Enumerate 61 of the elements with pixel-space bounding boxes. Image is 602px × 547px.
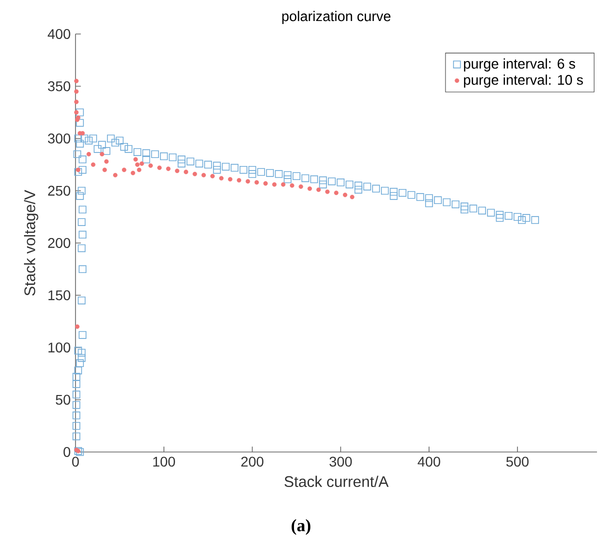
point	[254, 180, 259, 185]
point	[148, 163, 153, 168]
text: (a)	[292, 519, 310, 535]
y-tick-label: 150	[48, 290, 70, 300]
point	[157, 166, 162, 170]
point	[136, 168, 142, 172]
x-tick-label: 300	[330, 456, 352, 467]
legend-label: purge interval: 6 s	[464, 58, 576, 72]
point	[113, 172, 118, 178]
point	[201, 172, 206, 178]
x-axis-title: Stack current/A	[284, 476, 389, 488]
point	[246, 179, 250, 184]
point	[210, 174, 215, 178]
point	[90, 162, 96, 167]
point	[74, 78, 79, 84]
x-tick-label: 0	[72, 456, 79, 467]
point	[74, 89, 79, 94]
y-tick-label: 100	[48, 342, 70, 352]
y-tick-label: 50	[56, 394, 70, 405]
point	[74, 100, 79, 104]
point	[342, 192, 348, 198]
x-tick-label: 200	[241, 456, 264, 467]
point	[86, 152, 91, 156]
point	[272, 182, 277, 187]
point	[281, 182, 286, 187]
point	[104, 159, 109, 164]
y-tick-label: 400	[48, 29, 70, 39]
point	[75, 324, 80, 329]
point	[133, 157, 138, 162]
point	[236, 178, 242, 183]
point	[100, 152, 104, 156]
point	[174, 168, 180, 174]
y-tick-label: 300	[48, 134, 70, 144]
point	[166, 166, 171, 172]
x-tick-label: 500	[506, 456, 529, 467]
point	[122, 168, 126, 172]
point	[316, 187, 321, 192]
point	[290, 183, 294, 188]
point	[228, 177, 232, 182]
point	[325, 190, 330, 194]
x-tick-label: 400	[418, 456, 440, 467]
point	[130, 170, 136, 176]
point	[298, 184, 304, 189]
point	[140, 161, 144, 166]
chart-title: polarization curve	[282, 10, 390, 24]
y-tick-label: 350	[48, 81, 70, 92]
y-tick-label: 200	[48, 238, 70, 248]
point	[334, 190, 338, 196]
point	[102, 168, 107, 172]
point	[192, 172, 198, 176]
point	[219, 176, 224, 180]
point	[135, 162, 140, 167]
legend-label: purge interval: 10 s	[464, 74, 583, 88]
y-tick-label: 0	[64, 447, 70, 457]
point	[350, 194, 354, 200]
x-tick-label: 100	[153, 456, 176, 467]
y-tick-label: 250	[48, 186, 70, 196]
point	[184, 170, 188, 174]
y-axis-title: Stack voltage/V	[24, 190, 38, 296]
point	[263, 181, 268, 186]
point	[308, 186, 312, 191]
